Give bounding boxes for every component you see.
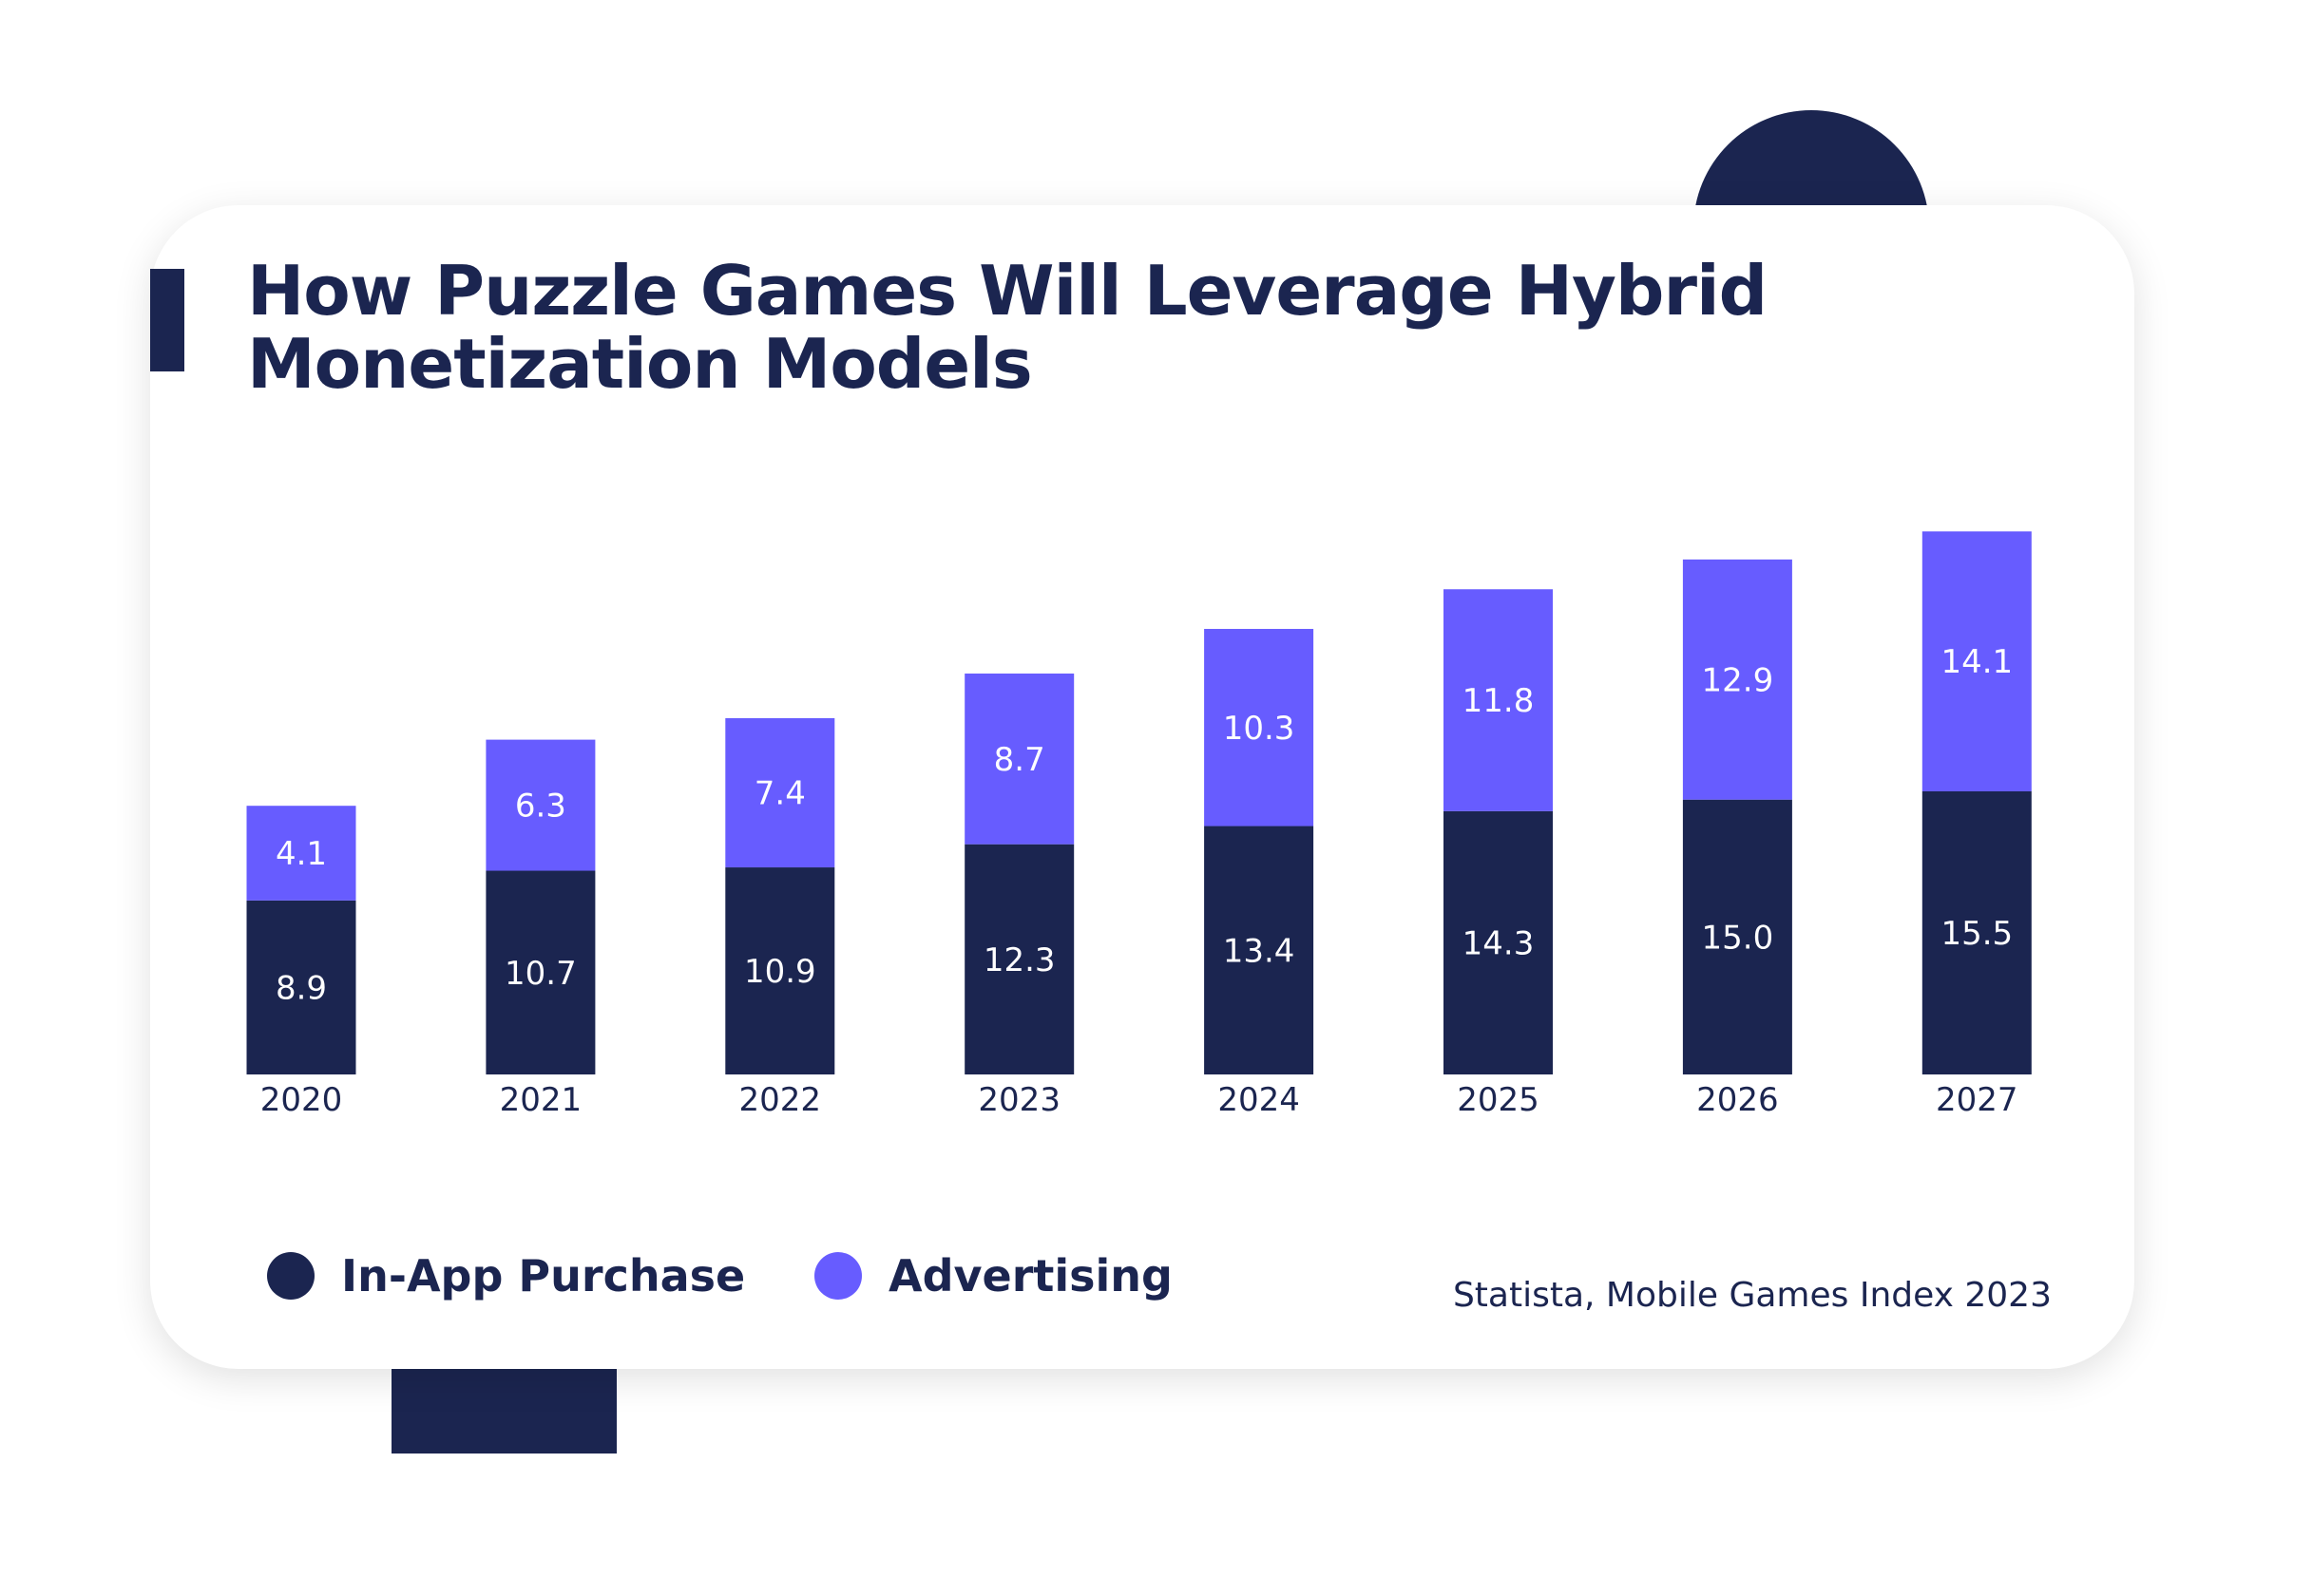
data-label: 4.1 [276,835,327,873]
legend-swatch-in-app-purchase [267,1252,315,1300]
bar-segment-in-app-purchase [1921,791,2032,1074]
title-line-2: Monetization Models [247,324,1033,404]
title-line-1: How Puzzle Games Will Leverage Hybrid [247,251,1768,331]
data-label: 15.5 [1940,915,2013,953]
x-tick-label: 2027 [1936,1081,2018,1119]
data-label: 7.4 [755,775,806,813]
bar-segment-in-app-purchase [1204,826,1314,1074]
data-label: 8.9 [276,969,327,1007]
bar-segment-advertising [725,717,835,868]
chart-title: How Puzzle Games Will Leverage Hybrid Mo… [247,255,1768,404]
bar-segment-in-app-purchase [246,900,356,1074]
x-tick-label: 2025 [1457,1081,1539,1119]
x-tick-label: 2023 [978,1081,1061,1119]
legend-swatch-advertising [814,1252,862,1300]
data-label: 13.4 [1223,932,1295,970]
bar-segment-advertising [486,739,596,871]
bar-segment-advertising [1443,589,1553,811]
data-label: 10.3 [1223,710,1295,748]
legend-item-advertising: Advertising [814,1247,1173,1304]
bar-segment-advertising [965,674,1075,845]
data-label: 14.1 [1940,643,2013,681]
data-label: 10.7 [505,955,577,993]
bar-segment-in-app-purchase [486,870,596,1074]
legend-item-in-app-purchase: In-App Purchase [267,1247,745,1304]
data-label: 11.8 [1462,682,1535,720]
chart-card [150,205,2134,1369]
title-accent-bar [150,269,184,371]
bar-segment-in-app-purchase [725,867,835,1074]
bar-segment-advertising [1204,629,1314,826]
x-tick-label: 2020 [260,1081,343,1119]
x-tick-label: 2026 [1696,1081,1779,1119]
data-label: 12.9 [1702,661,1774,699]
data-label: 15.0 [1702,919,1774,957]
data-label: 12.3 [984,941,1056,979]
bar-segment-advertising [1682,559,1792,800]
data-label: 14.3 [1462,924,1535,962]
x-tick-label: 2022 [739,1081,822,1119]
x-tick-label: 2024 [1217,1081,1300,1119]
bar-segment-advertising [1921,531,2032,791]
x-tick-label: 2021 [500,1081,583,1119]
source-note: Statista, Mobile Games Index 2023 [1452,1276,2052,1315]
bar-segment-in-app-purchase [1443,810,1553,1074]
bar-segment-in-app-purchase [965,844,1075,1074]
bar-segment-in-app-purchase [1682,799,1792,1074]
legend-label: Advertising [889,1250,1173,1302]
legend-label: In-App Purchase [341,1250,746,1302]
data-label: 6.3 [515,788,566,826]
data-label: 8.7 [994,741,1045,779]
data-label: 10.9 [744,953,816,991]
bar-segment-advertising [246,806,356,901]
